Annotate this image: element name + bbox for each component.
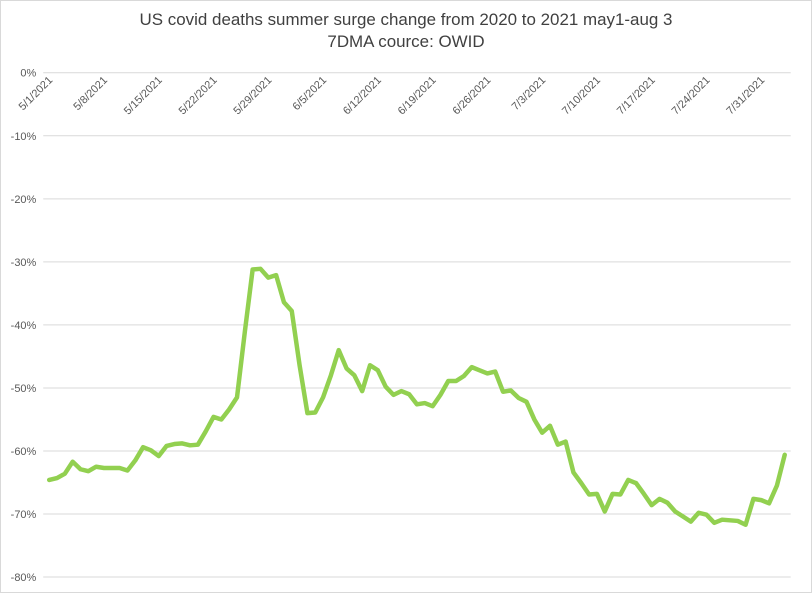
y-tick-label: 0%: [20, 68, 36, 80]
series-layer: [46, 266, 787, 527]
x-tick-label: 5/29/2021: [231, 74, 274, 117]
series-line: [46, 266, 787, 527]
y-tick-label: -60%: [11, 446, 37, 458]
y-tick-label: -50%: [11, 383, 37, 395]
x-tick-label: 7/17/2021: [615, 74, 658, 117]
x-tick-label: 5/22/2021: [177, 74, 220, 117]
y-tick-label: -40%: [11, 320, 37, 332]
chart-subtitle: 7DMA cource: OWID: [327, 32, 484, 51]
x-tick-label: 7/31/2021: [724, 74, 767, 117]
x-tick-label: 7/24/2021: [670, 74, 713, 117]
x-tick-label: 6/26/2021: [451, 74, 494, 117]
x-tick-label: 6/5/2021: [291, 74, 330, 113]
chart-title: US covid deaths summer surge change from…: [140, 10, 673, 29]
x-tick-label: 7/3/2021: [510, 74, 549, 113]
y-tick-label: -30%: [11, 257, 37, 269]
x-tick-label: 5/15/2021: [122, 74, 165, 117]
y-tick-label: -10%: [11, 131, 37, 143]
x-tick-label: 5/8/2021: [71, 74, 110, 113]
x-tick-label: 6/12/2021: [341, 74, 384, 117]
y-tick-label: -20%: [11, 194, 37, 206]
x-tick-label: 5/1/2021: [17, 74, 56, 113]
x-tick-label: 6/19/2021: [396, 74, 439, 117]
x-tick-label: 7/10/2021: [560, 74, 603, 117]
x-axis-ticks: 5/1/2021 5/8/2021 5/15/2021 5/22/2021 5/29/2…: [17, 74, 768, 117]
gridlines: [43, 72, 791, 578]
y-tick-label: -80%: [11, 572, 37, 584]
y-tick-label: -70%: [11, 509, 37, 521]
y-axis-ticks: 0% -10% -20% -30% -40% -50% -60% -70% -80%: [11, 68, 37, 584]
